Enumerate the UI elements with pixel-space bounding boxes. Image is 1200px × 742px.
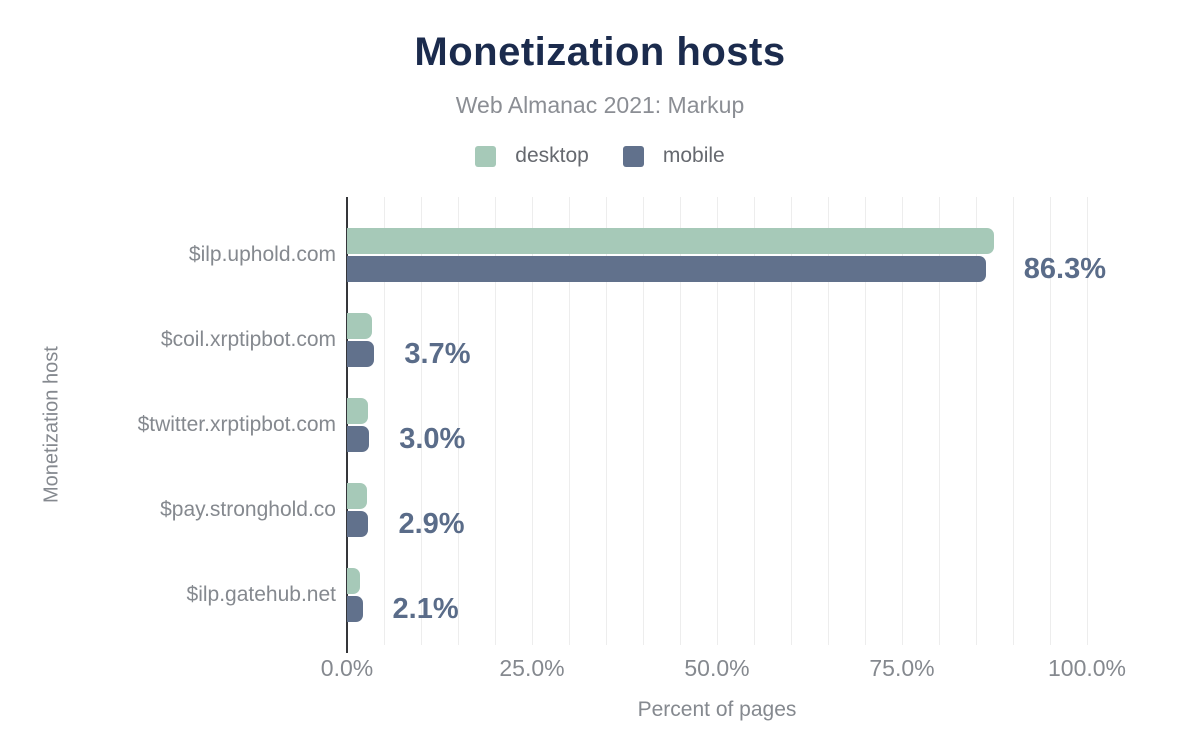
- value-label: 2.9%: [398, 507, 465, 540]
- desktop-bar[interactable]: [347, 312, 373, 339]
- legend-item-mobile: mobile: [622, 144, 725, 168]
- legend-swatch-mobile: [622, 145, 644, 167]
- legend-swatch-desktop: [475, 145, 497, 167]
- value-label: 2.1%: [392, 592, 459, 625]
- category-label: $twitter.xrptipbot.com: [137, 412, 336, 436]
- x-axis-ticks: 0.0% 25.0% 50.0% 75.0% 100.0%: [321, 655, 1126, 681]
- category-label: $ilp.gatehub.net: [186, 582, 336, 606]
- desktop-bar[interactable]: [347, 567, 361, 594]
- category-label: $pay.stronghold.co: [160, 497, 336, 521]
- desktop-bar[interactable]: [347, 482, 367, 509]
- chart-row: $ilp.uphold.com 86.3%: [0, 212, 1200, 297]
- x-tick-label: 25.0%: [499, 655, 565, 681]
- legend: desktop mobile: [0, 142, 1200, 170]
- mobile-bar[interactable]: [347, 340, 375, 367]
- category-label: $ilp.uphold.com: [188, 242, 336, 266]
- legend-item-desktop: desktop: [475, 144, 589, 168]
- category-label: $coil.xrptipbot.com: [160, 327, 336, 351]
- bar-group: 2.9%: [347, 482, 1200, 540]
- x-tick-label: 75.0%: [869, 655, 935, 681]
- desktop-bar[interactable]: [347, 397, 369, 424]
- bar-group: 2.1%: [347, 567, 1200, 625]
- y-axis-line: [346, 197, 348, 653]
- chart-title: Monetization hosts: [414, 30, 786, 74]
- desktop-bar[interactable]: [347, 227, 994, 254]
- chart-subtitle: Web Almanac 2021: Markup: [455, 92, 745, 118]
- legend-label: desktop: [515, 144, 589, 167]
- bar-group: 3.0%: [347, 397, 1200, 455]
- mobile-bar[interactable]: [347, 595, 363, 622]
- bar-group: 86.3%: [347, 227, 1200, 285]
- value-label: 86.3%: [1023, 252, 1106, 285]
- mobile-bar[interactable]: [347, 425, 370, 452]
- chart-rows: $ilp.uphold.com 86.3% $coil.xrptipbot.com 3…: [0, 197, 1200, 652]
- bar-group: 3.7%: [347, 312, 1200, 370]
- mobile-bar[interactable]: [347, 255, 986, 282]
- value-label: 3.7%: [404, 337, 471, 370]
- mobile-bar[interactable]: [347, 510, 369, 537]
- chart-row: $twitter.xrptipbot.com 3.0%: [0, 382, 1200, 467]
- x-tick-label: 0.0%: [320, 655, 374, 681]
- chart-row: $coil.xrptipbot.com 3.7%: [0, 297, 1200, 382]
- chart-row: $pay.stronghold.co 2.9%: [0, 467, 1200, 552]
- x-tick-label: 100.0%: [1047, 655, 1127, 681]
- x-axis-title: Percent of pages: [637, 698, 797, 721]
- x-tick-label: 50.0%: [684, 655, 750, 681]
- chart-row: $ilp.gatehub.net 2.1%: [0, 552, 1200, 637]
- legend-label: mobile: [662, 144, 725, 167]
- value-label: 3.0%: [399, 422, 466, 455]
